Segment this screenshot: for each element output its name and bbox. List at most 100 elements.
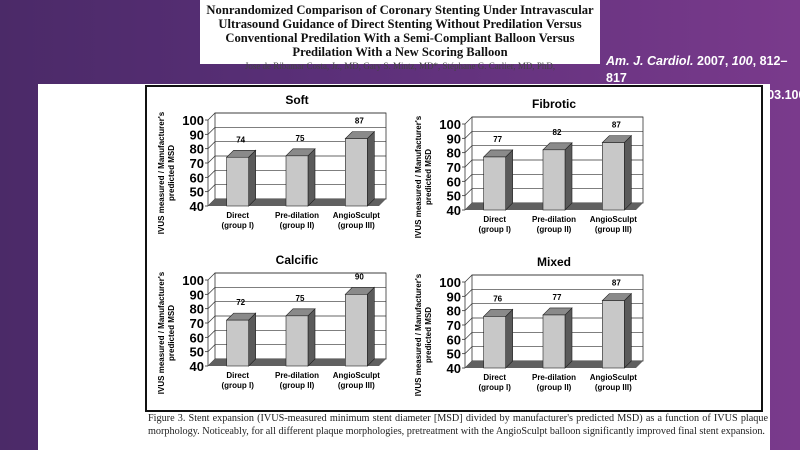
- bar-side: [564, 142, 573, 211]
- bar: [483, 156, 506, 211]
- gridline-side: [464, 303, 473, 311]
- bar: [285, 315, 309, 367]
- gridline-side: [207, 170, 216, 178]
- x-tick-label: Pre-dilation: [532, 215, 576, 224]
- y-tick-label: 70: [447, 160, 461, 175]
- bar-side: [505, 149, 513, 211]
- y-tick-label: 40: [190, 199, 204, 214]
- x-tick-label: Pre-dilation: [532, 373, 576, 382]
- bar-side: [624, 134, 632, 211]
- y-tick-label: 60: [447, 332, 461, 347]
- bar-side: [307, 148, 316, 207]
- y-axis-label: IVUS measured / Manufacturer'spredicted …: [414, 115, 433, 238]
- y-tick-label: 80: [447, 304, 461, 319]
- y-tick-label: 50: [190, 185, 204, 200]
- gridline-side: [207, 127, 216, 135]
- data-label: 72: [236, 298, 245, 307]
- gridline-side: [207, 287, 216, 295]
- y-tick-label: 50: [190, 345, 204, 360]
- bar: [285, 155, 309, 207]
- chart-mixed: Mixed IVUS measured / Manufacturer'spredi…: [414, 255, 644, 396]
- gridline-side: [464, 317, 473, 326]
- x-tick-sublabel: (group III): [338, 221, 375, 230]
- x-tick-sublabel: (group II): [280, 381, 315, 390]
- bar: [602, 300, 625, 369]
- gridline-side: [207, 141, 216, 149]
- x-tick-label: Direct: [226, 371, 249, 380]
- y-tick-label: 60: [190, 170, 204, 185]
- x-tick-sublabel: (group III): [338, 381, 375, 390]
- bar-side: [248, 149, 256, 207]
- journal: Am. J. Cardiol.: [606, 54, 694, 68]
- data-label: 87: [612, 279, 621, 288]
- gridline-side: [207, 301, 216, 309]
- y-tick-label: 70: [447, 318, 461, 333]
- pages: , 812–817: [606, 54, 788, 85]
- gridline-side: [464, 188, 473, 196]
- y-tick-label: 70: [190, 156, 204, 171]
- y-tick-label: 50: [447, 189, 461, 204]
- x-tick-label: AngioSculpt: [590, 215, 637, 224]
- x-tick-label: Pre-dilation: [275, 211, 319, 220]
- y-tick-label: 100: [439, 117, 461, 132]
- paper-title: Nonrandomized Comparison of Coronary Ste…: [206, 3, 594, 59]
- x-tick-sublabel: (group III): [595, 225, 632, 234]
- paper-header: Nonrandomized Comparison of Coronary Ste…: [200, 0, 600, 71]
- gridline-side: [464, 289, 473, 297]
- y-tick-label: 90: [447, 289, 461, 304]
- bar-side: [248, 312, 256, 367]
- gridline-side: [207, 272, 216, 281]
- year: 2007,: [697, 54, 729, 68]
- x-tick-sublabel: (group I): [221, 381, 254, 390]
- x-tick-sublabel: (group II): [280, 221, 315, 230]
- y-axis-label: IVUS measured / Manufacturer'spredicted …: [414, 273, 433, 396]
- gridline-side: [464, 332, 473, 340]
- data-label: 90: [355, 272, 364, 281]
- x-tick-sublabel: (group II): [537, 383, 572, 392]
- x-tick-label: AngioSculpt: [590, 373, 637, 382]
- x-tick-sublabel: (group I): [478, 225, 511, 234]
- gridline-side: [464, 274, 473, 283]
- bar: [226, 319, 249, 367]
- x-tick-label: Direct: [226, 211, 249, 220]
- bar-side: [367, 286, 375, 367]
- x-tick-sublabel: (group I): [221, 221, 254, 230]
- gridline-side: [207, 184, 216, 192]
- y-axis-label: IVUS measured / Manufacturer'spredicted …: [157, 271, 176, 394]
- bar: [483, 316, 506, 369]
- gridline-side: [464, 174, 473, 182]
- y-tick-label: 80: [190, 142, 204, 157]
- y-tick-label: 40: [190, 359, 204, 374]
- bar-side: [624, 292, 632, 369]
- data-label: 77: [553, 293, 562, 302]
- paper-authors: Jose de Ribamar Costa, Jr., MD, Gary S. …: [244, 61, 556, 71]
- chart-title: Fibrotic: [532, 97, 576, 111]
- gridline-side: [207, 155, 216, 164]
- y-tick-label: 90: [190, 287, 204, 302]
- gridline-side: [464, 346, 473, 354]
- data-label: 76: [493, 294, 502, 303]
- y-tick-label: 40: [447, 361, 461, 376]
- bar: [542, 314, 566, 369]
- x-tick-label: Direct: [483, 373, 506, 382]
- gridline-side: [464, 145, 473, 153]
- bar-side: [505, 308, 513, 369]
- y-axis-label: IVUS measured / Manufacturer'spredicted …: [157, 111, 176, 234]
- x-tick-label: Pre-dilation: [275, 371, 319, 380]
- data-label: 82: [553, 128, 562, 137]
- y-tick-label: 100: [182, 113, 204, 128]
- chart-fibrotic: Fibrotic IVUS measured / Manufacturer'spr…: [414, 97, 644, 238]
- chart-title: Soft: [285, 93, 308, 107]
- volume: 100: [731, 54, 753, 68]
- bar: [345, 294, 368, 367]
- data-label: 87: [355, 117, 364, 126]
- x-tick-label: AngioSculpt: [333, 211, 380, 220]
- bar-side: [367, 130, 375, 207]
- gridline-side: [207, 344, 216, 352]
- chart-title: Calcific: [276, 253, 319, 267]
- y-tick-label: 40: [447, 203, 461, 218]
- y-tick-label: 90: [190, 127, 204, 142]
- y-tick-label: 90: [447, 131, 461, 146]
- gridline-side: [207, 330, 216, 338]
